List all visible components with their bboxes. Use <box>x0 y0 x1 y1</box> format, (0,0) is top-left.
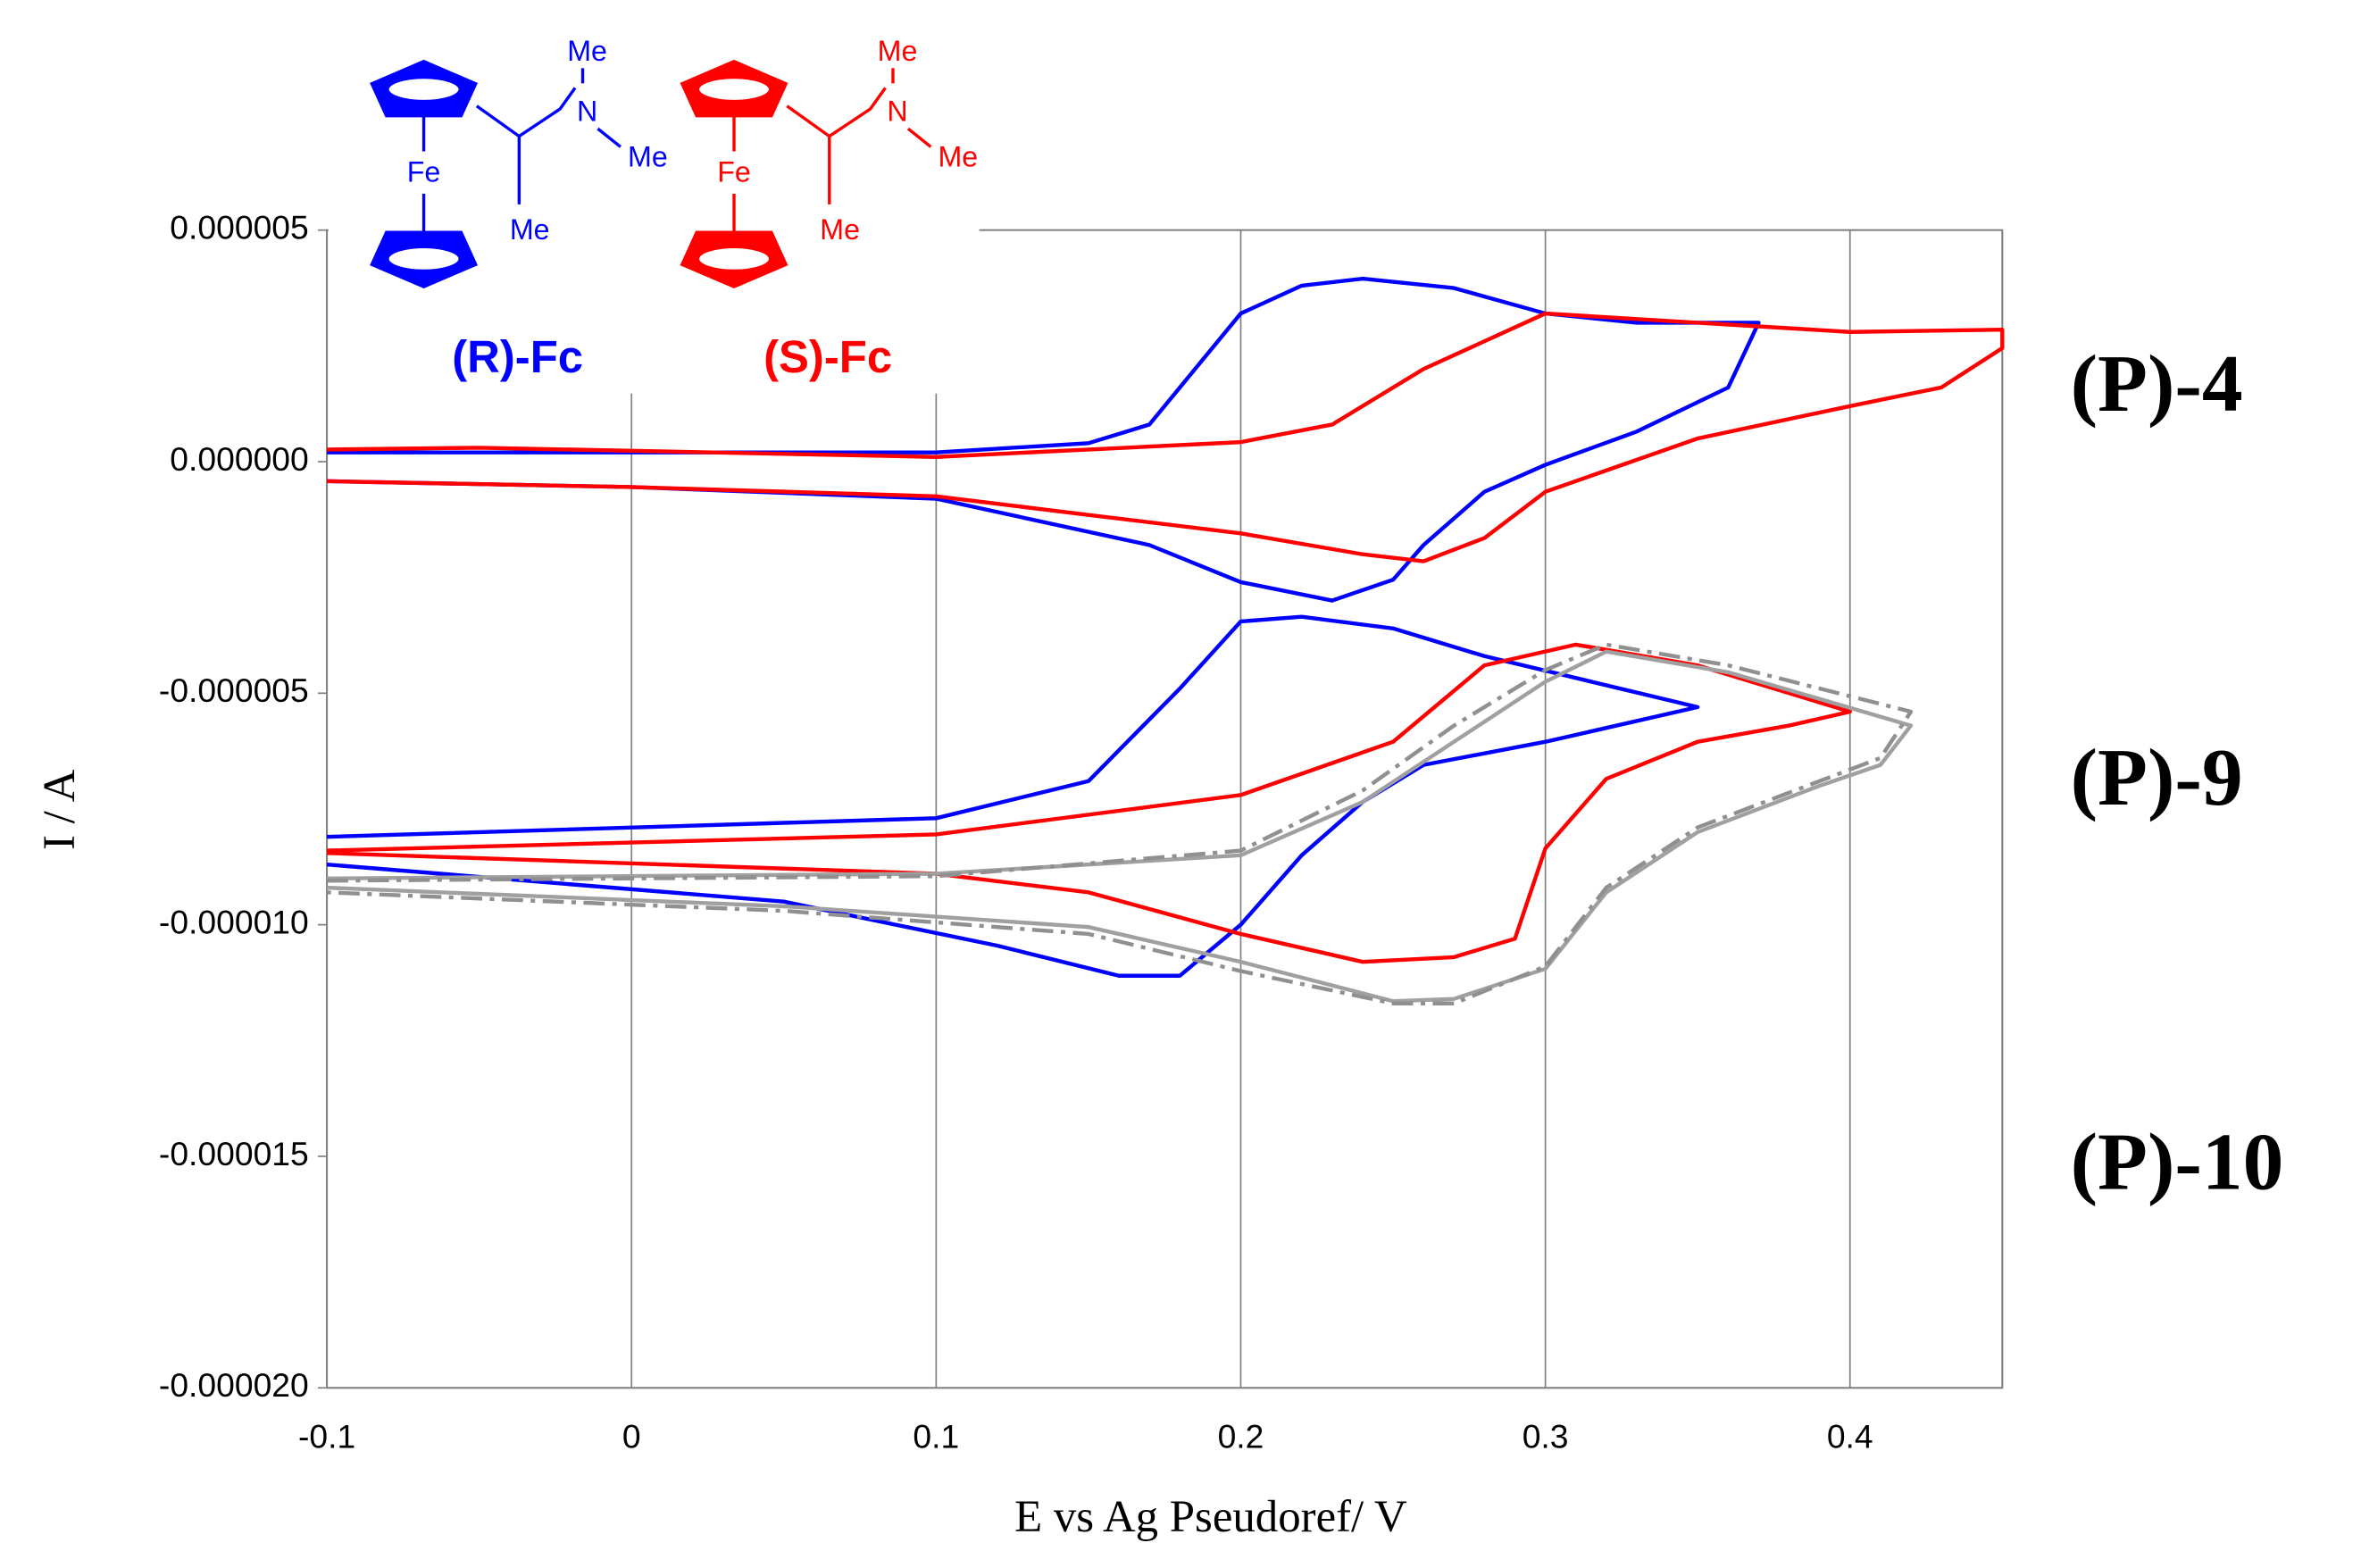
cv-curve <box>326 614 1700 978</box>
atom-label: Fe <box>407 155 441 188</box>
atom-label: Me <box>510 213 550 246</box>
x-tick-label: 0.1 <box>913 1418 959 1455</box>
atom-label: N <box>577 96 597 128</box>
atom-label: N <box>887 96 907 128</box>
x-tick-label: 0.3 <box>1523 1418 1569 1455</box>
ring <box>386 75 462 104</box>
atom-label: Me <box>938 141 978 173</box>
cv-curve <box>327 276 1761 603</box>
x-tick-label: 0.4 <box>1827 1418 1873 1455</box>
atom-label: Me <box>567 35 607 67</box>
atom-label: Me <box>628 141 668 173</box>
atom-label: Me <box>878 35 918 67</box>
y-tick-label: 0.000000 <box>170 440 308 478</box>
x-tick-label: 0 <box>622 1418 641 1455</box>
structure-label: (S)-Fc <box>763 331 892 382</box>
x-axis-label: E vs Ag Pseudoref/ V <box>1014 1491 1407 1541</box>
x-tick-label: -0.1 <box>298 1418 355 1455</box>
y-axis-label: I / A <box>34 769 84 850</box>
bond <box>786 87 887 138</box>
atom-label: Fe <box>717 155 751 188</box>
atom-label: Me <box>820 213 860 246</box>
y-tick-label: 0.000005 <box>170 209 308 246</box>
ring <box>696 245 772 273</box>
cv-curve <box>327 649 1914 1004</box>
y-tick-label: -0.000015 <box>159 1135 309 1172</box>
annotation: (P)-4 <box>2071 338 2243 429</box>
bond <box>475 87 577 138</box>
annotation: (P)-10 <box>2071 1115 2284 1206</box>
annotation: (P)-9 <box>2071 731 2243 822</box>
cv-curve <box>327 311 2005 563</box>
y-tick-label: -0.000020 <box>159 1366 309 1404</box>
y-tick-label: -0.000010 <box>159 903 309 940</box>
plot-area: -0.1 0 0.1 0.2 0.3 0.4 0.000005 0.000000 -0.0000… <box>159 209 2284 1455</box>
bond <box>597 127 622 148</box>
x-tick-label: 0.2 <box>1218 1418 1264 1455</box>
ring <box>696 75 772 104</box>
ring <box>386 245 462 273</box>
bond <box>906 127 932 148</box>
structure-label: (R)-Fc <box>452 331 583 382</box>
cv-curve <box>327 642 1914 1005</box>
y-tick-label: -0.000005 <box>159 671 309 709</box>
structures: Me N Me Fe Me (R)-Fc Me N Me Fe Me (S)-Fc <box>328 15 980 394</box>
cv-curve <box>327 642 1853 964</box>
